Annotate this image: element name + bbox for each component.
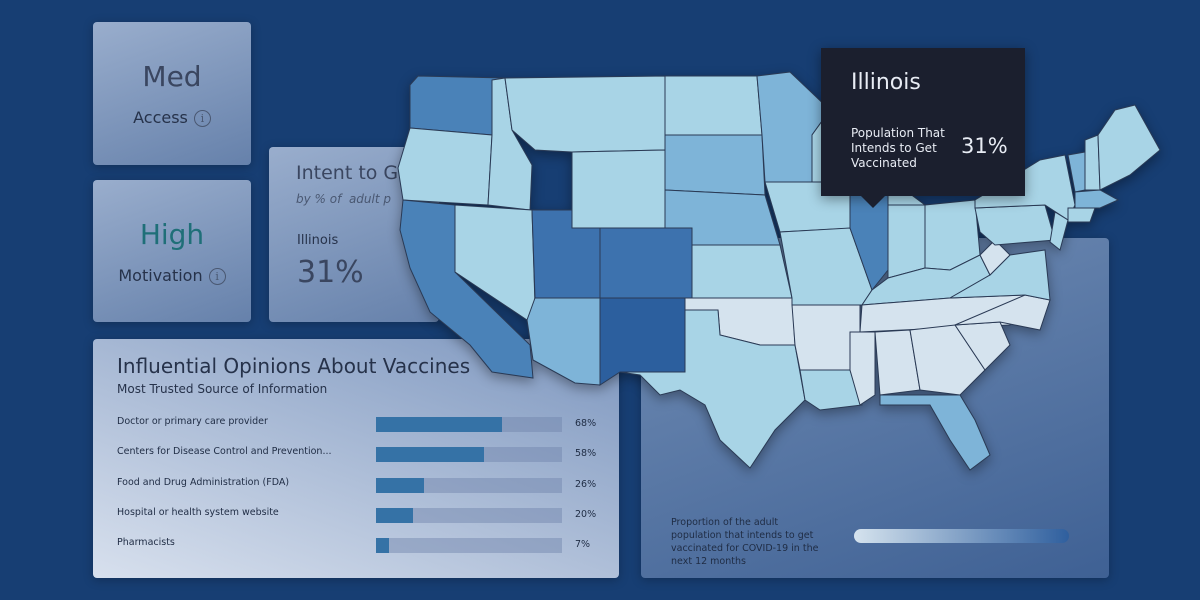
map-legend-gradient [854,529,1069,543]
bar-row: Centers for Disease Control and Preventi… [117,446,599,462]
bar-label: Food and Drug Administration (FDA) [117,477,290,488]
bar-percent: 58% [575,448,597,459]
bar-row: Hospital or health system website 20% [117,507,599,523]
bar-fill [376,538,390,553]
tooltip-label: Population That Intends to Get Vaccinate… [851,126,945,170]
bar-fill [376,478,425,493]
state-north-dakota[interactable] [664,75,763,136]
opinions-card: Influential Opinions About Vaccines Most… [93,339,619,578]
bar-percent: 68% [575,418,597,429]
state-washington[interactable] [409,75,506,136]
bar-track [376,478,562,493]
tooltip-value: 31% [961,134,1008,158]
intent-value: 31% [297,255,364,290]
bar-row: Food and Drug Administration (FDA) 26% [117,477,599,493]
state-connecticut[interactable] [1067,207,1096,223]
state-south-dakota[interactable] [664,134,766,196]
bar-label: Pharmacists [117,537,175,548]
opinions-title: Influential Opinions About Vaccines [117,354,471,378]
bar-fill [376,447,484,462]
state-maine[interactable] [1097,104,1161,191]
state-florida[interactable] [879,394,991,471]
bar-label: Hospital or health system website [117,507,279,518]
motivation-card: High Motivation i [93,180,251,322]
access-card: Med Access i [93,22,251,165]
bar-label: Centers for Disease Control and Preventi… [117,446,332,457]
intent-subtitle: by % of adult p [296,192,391,206]
motivation-value: High [139,218,205,251]
info-icon[interactable]: i [193,110,211,127]
state-mississippi[interactable] [849,331,876,406]
access-value: Med [142,60,202,93]
motivation-label-row: Motivation i [93,266,251,285]
bar-fill [376,508,414,523]
info-icon[interactable]: i [208,268,226,285]
opinions-subtitle: Most Trusted Source of Information [117,382,328,396]
bar-percent: 26% [575,479,597,490]
state-oregon[interactable] [397,127,493,206]
state-kansas[interactable] [691,244,793,299]
intent-state: Illinois [297,233,339,248]
intent-title: Intent to G [296,162,399,184]
bar-fill [376,417,503,432]
map-legend-text: Proportion of the adult population that … [671,517,819,567]
bar-track [376,538,562,553]
state-louisiana[interactable] [799,369,863,411]
bar-percent: 7% [575,539,591,550]
state-massachusetts[interactable] [1074,189,1120,209]
motivation-label: Motivation [118,266,203,285]
state-arizona[interactable] [526,297,601,386]
state-wyoming[interactable] [571,149,666,229]
state-montana[interactable] [504,75,666,153]
bar-track [376,417,562,432]
access-label: Access [133,108,188,127]
state-tooltip: Illinois Population That Intends to Get … [821,48,1025,208]
state-pennsylvania[interactable] [974,204,1056,246]
state-indiana[interactable] [887,204,926,279]
state-colorado[interactable] [599,227,693,299]
state-west-virginia[interactable] [979,239,1011,276]
bar-track [376,447,562,462]
state-texas[interactable] [619,309,806,469]
bar-label: Doctor or primary care provider [117,416,268,427]
bar-row: Doctor or primary care provider 68% [117,416,599,432]
access-label-row: Access i [93,108,251,127]
state-new-jersey[interactable] [1049,211,1069,251]
tooltip-state: Illinois [851,70,921,95]
bar-row: Pharmacists 7% [117,537,599,553]
state-north-carolina[interactable] [954,294,1051,331]
bar-track [376,508,562,523]
bar-percent: 20% [575,509,597,520]
state-new-hampshire[interactable] [1084,134,1101,191]
